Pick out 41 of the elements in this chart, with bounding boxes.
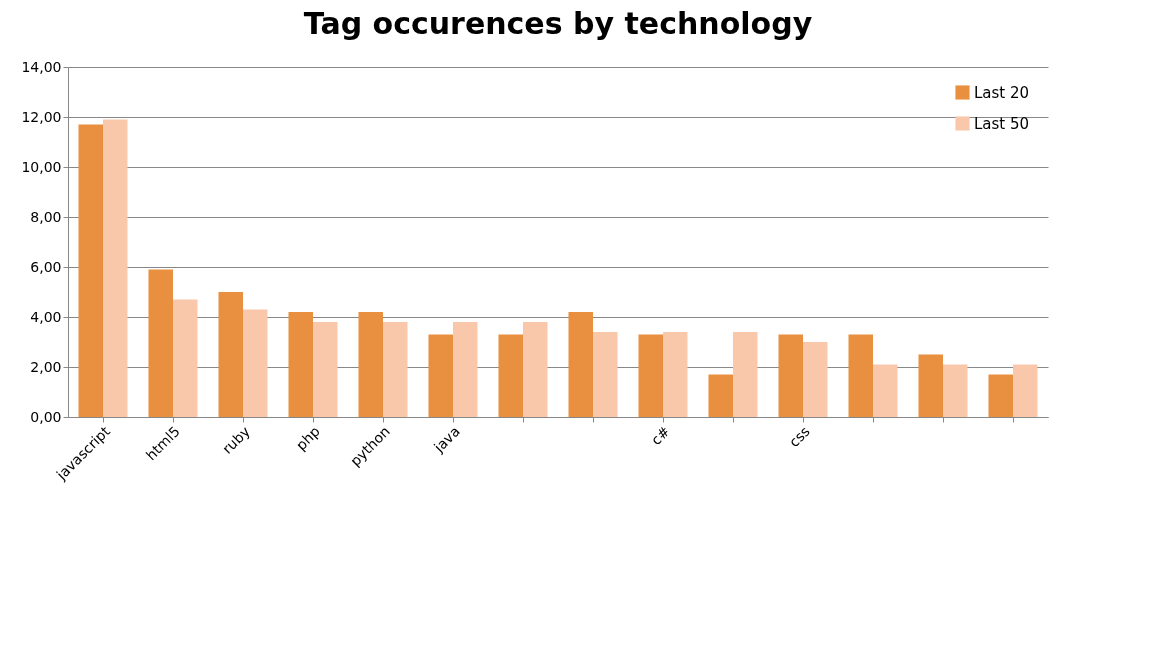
bar <box>243 309 268 417</box>
bar <box>173 299 198 417</box>
bar <box>1013 364 1038 417</box>
bar <box>568 312 593 417</box>
bar <box>733 332 758 417</box>
bar <box>148 269 173 417</box>
bar <box>778 334 803 417</box>
y-tick-label: 8,00 <box>30 208 62 225</box>
y-tick-label: 14,00 <box>21 58 62 75</box>
bar <box>288 312 313 417</box>
bar <box>848 334 873 417</box>
legend-label: Last 20 <box>974 83 1030 102</box>
bar <box>453 322 478 417</box>
y-tick-label: 4,00 <box>30 308 62 325</box>
bar <box>358 312 383 417</box>
bar <box>708 374 733 417</box>
bar <box>78 124 103 417</box>
y-tick-label: 12,00 <box>21 108 62 125</box>
bar <box>663 332 688 417</box>
bar <box>638 334 663 417</box>
legend-label: Last 50 <box>974 114 1030 133</box>
bar <box>943 364 968 417</box>
bar <box>218 292 243 417</box>
y-tick-label: 2,00 <box>30 358 62 375</box>
y-tick-label: 6,00 <box>30 258 62 275</box>
bar <box>873 364 898 417</box>
bar <box>918 354 943 417</box>
y-tick-label: 10,00 <box>21 158 62 175</box>
bar <box>103 119 128 417</box>
chart-title: Tag occurences by technology <box>303 6 813 41</box>
y-tick-label: 0,00 <box>30 408 62 425</box>
bar <box>498 334 523 417</box>
bar <box>988 374 1013 417</box>
bar <box>803 342 828 417</box>
bar <box>313 322 338 417</box>
bar <box>593 332 618 417</box>
bar <box>428 334 453 417</box>
x-tick-label: css <box>785 423 813 451</box>
bar <box>523 322 548 417</box>
bar <box>383 322 408 417</box>
x-tick-label: c# <box>647 423 673 449</box>
